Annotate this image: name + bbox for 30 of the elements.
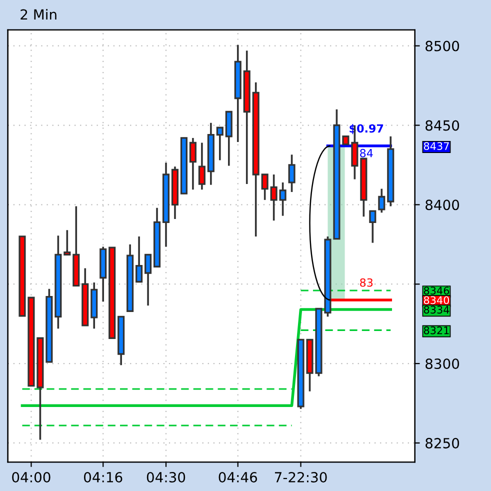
- x-tick-label: 04:30: [146, 472, 186, 483]
- candlestick: [288, 154, 296, 193]
- y-tick-label: 8500: [426, 40, 460, 52]
- annotation: 83: [360, 278, 373, 287]
- y2-tick-label: 8346: [424, 286, 450, 295]
- y2-tick-label: 8340: [424, 296, 450, 304]
- x-tick-label: 04:16: [84, 472, 122, 483]
- candlestick: [198, 142, 206, 191]
- y-tick-label: 8300: [426, 358, 460, 370]
- chart-title: 2 Min: [20, 8, 56, 20]
- candlestick: [279, 182, 286, 217]
- candlestick: [144, 254, 152, 306]
- candlestick: [189, 137, 196, 191]
- y2-tick-label: 8437: [424, 142, 449, 150]
- y-tick-label: 8450: [426, 120, 460, 131]
- y2-tick-label: 8334: [424, 306, 450, 314]
- x-tick-label: 7-22:30: [274, 472, 327, 483]
- y2-tick-label: 8321: [424, 326, 449, 334]
- candlestick: [270, 174, 278, 222]
- y-tick-label: 8400: [426, 200, 460, 210]
- x-tick-label: 04:46: [218, 472, 258, 483]
- candlestick: [378, 188, 386, 214]
- x-tick-label: 04:00: [12, 472, 50, 483]
- y-tick-label: 8250: [426, 438, 460, 448]
- candlestick: [64, 229, 71, 256]
- candlestick: [216, 126, 224, 162]
- annotation: 84: [360, 148, 373, 158]
- candlestick: [369, 210, 376, 244]
- candlestick: [261, 174, 268, 201]
- candlestick: [136, 236, 143, 283]
